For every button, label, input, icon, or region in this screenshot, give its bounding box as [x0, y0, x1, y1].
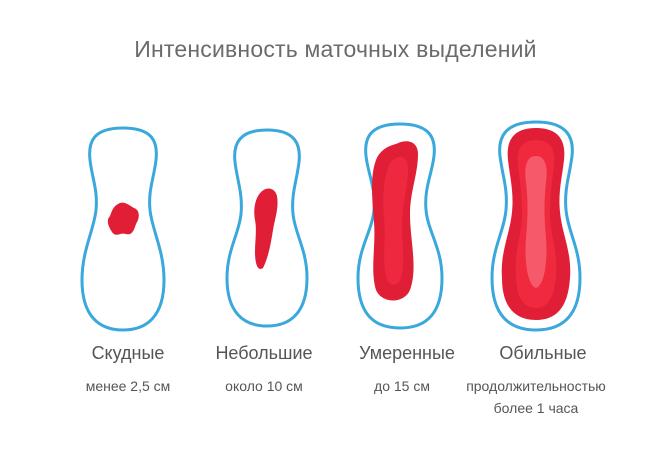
pad-outline: [356, 122, 444, 330]
desc-heavy-line1: продолжительностью: [466, 378, 606, 394]
blood-spot: [107, 202, 139, 235]
label-scanty: Скудные: [91, 343, 165, 363]
pad-small: [225, 128, 309, 328]
label-small: Небольшие: [215, 343, 313, 363]
pad-outline: [80, 126, 166, 332]
pad-heavy: [490, 120, 582, 332]
desc-moderate: до 15 см: [374, 378, 430, 394]
pad-scanty: [80, 126, 166, 332]
blood-stain-light: [525, 156, 547, 288]
desc-small: около 10 см: [225, 378, 303, 394]
desc-scanty: менее 2,5 см: [85, 378, 171, 394]
label-moderate: Умеренные: [359, 343, 455, 363]
desc-heavy-line2: более 1 часа: [493, 400, 579, 416]
diagram-title: Интенсивность маточных выделений: [134, 36, 537, 62]
blood-stain-inner: [383, 156, 408, 285]
pad-outline: [225, 128, 309, 328]
pad-moderate: [356, 122, 444, 330]
blood-spot: [254, 188, 278, 269]
pad-outline: [490, 120, 582, 332]
label-heavy: Обильные: [499, 343, 587, 363]
